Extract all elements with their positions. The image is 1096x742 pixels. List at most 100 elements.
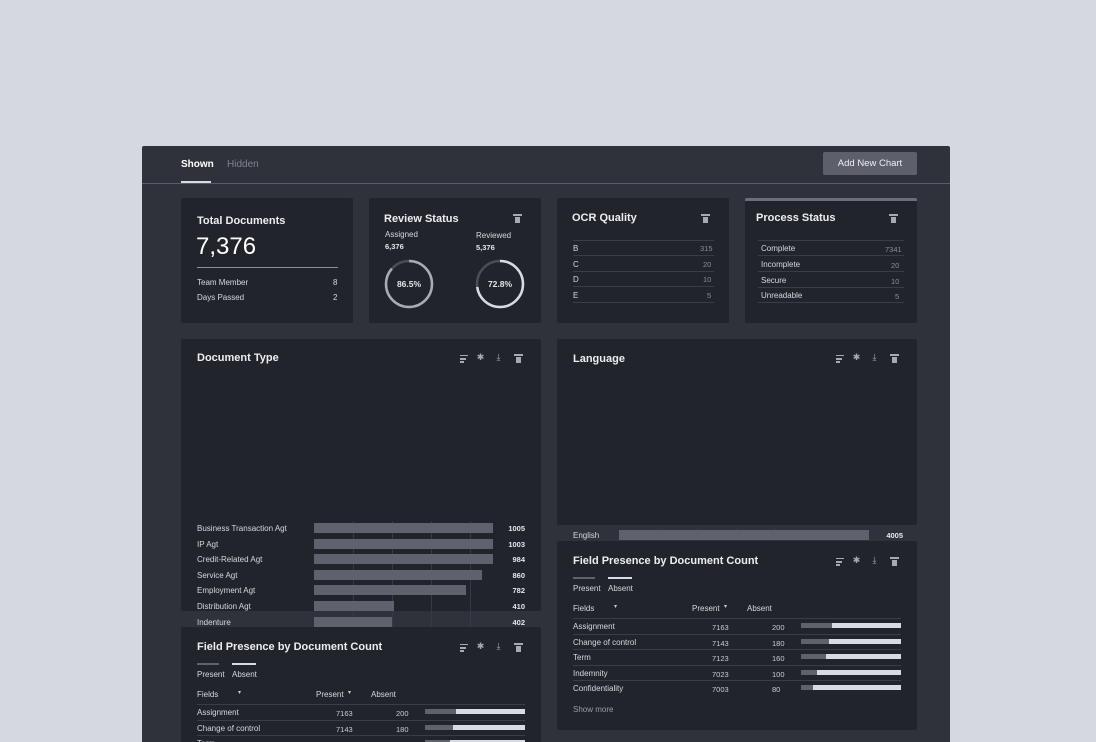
process-label-complete: Complete [761,244,796,253]
sort-icon[interactable] [460,355,468,363]
download-icon[interactable]: ⤓ [872,352,877,362]
ocr-value-e: 5 [707,291,712,300]
days-passed-value: 2 [333,293,338,302]
present-header[interactable]: Present [692,604,720,613]
show-more-link[interactable]: Show more [573,705,614,714]
trash-icon[interactable] [514,643,523,652]
trash-icon[interactable] [889,214,898,223]
category-label: Indenture [197,617,231,627]
present-value: 7123 [336,740,353,742]
ocr-value-c: 20 [703,260,712,269]
category-label: Employment Agt [197,586,256,596]
value-label: 984 [512,555,525,565]
absent-bar [829,638,901,644]
chevron-down-icon[interactable]: ▾ [348,690,352,696]
reviewed-count: 5,376 [476,243,495,252]
value-label: 1005 [508,524,525,533]
gear-icon[interactable]: ✱ [476,641,485,651]
review-status-card: Review Status Assigned 6,376 Reviewed 5,… [369,198,541,323]
gridline [392,521,393,726]
tab-hidden[interactable]: Hidden [227,159,259,170]
process-status-card: Process Status Complete 7341 Incomplete … [745,198,917,323]
fields-header[interactable]: Fields [197,690,219,699]
row-divider [197,719,525,721]
trash-icon[interactable] [701,214,710,223]
present-value: 7123 [712,654,729,664]
field-name: Assignment [573,622,615,631]
absent-value: 200 [772,623,785,632]
process-value-unreadable: 5 [895,292,900,301]
gear-icon[interactable]: ✱ [852,555,861,565]
fields-header[interactable]: Fields [573,604,595,613]
process-value-complete: 7341 [885,245,902,254]
absent-bar [817,669,901,675]
legend-present-swatch [197,663,219,665]
category-label: IP Agt [197,539,219,549]
total-documents-card: Total Documents 7,376 Team Member 8 Days… [181,198,353,323]
language-card: Language ✱ ⤓ 0200400600800English4005Fre… [557,339,917,653]
present-bar [801,685,813,691]
chevron-down-icon[interactable]: ▾ [724,604,728,610]
absent-bar [813,685,901,691]
document-type-card: Document Type ✱ ⤓ 0200400600800Business … [181,339,541,740]
absent-header[interactable]: Absent [747,604,772,613]
card-title: Field Presence by Document Count [197,641,383,653]
card-title: Language [573,353,625,365]
absent-bar [456,709,525,714]
process-label-unreadable: Unreadable [761,291,803,300]
download-icon[interactable]: ⤓ [496,641,501,651]
trash-icon[interactable] [514,354,523,363]
process-label-incomplete: Incomplete [761,260,801,269]
sort-icon[interactable] [836,355,844,363]
assigned-count: 6,376 [385,242,404,251]
ocr-quality-card: OCR Quality B 315 C 20 D 10 E 5 [557,198,729,323]
language-chart: 0200400600800English4005French2003Spanis… [557,339,917,653]
field-name: Change of control [197,723,261,733]
add-new-chart-button[interactable]: Add New Chart [823,152,917,175]
absent-value: 180 [396,724,409,734]
present-header[interactable]: Present [316,690,344,699]
legend-absent-swatch [608,577,632,579]
bar [314,523,494,533]
present-value: 7003 [712,685,729,695]
card-title: OCR Quality [572,212,637,224]
category-label: Business Transaction Agt [197,524,287,533]
absent-bar [832,623,901,628]
field-name: Confidentiality [573,684,624,694]
value-label: 782 [512,586,525,596]
trash-icon[interactable] [890,557,899,566]
card-title: Process Status [756,212,836,224]
trash-icon[interactable] [890,354,899,363]
legend-present-swatch [573,577,595,579]
days-passed-label: Days Passed [197,293,245,302]
present-value: 7023 [712,669,729,679]
row-divider [573,664,901,666]
tab-shown[interactable]: Shown [181,159,214,170]
row-divider [197,735,525,737]
chevron-down-icon[interactable]: ▾ [238,690,242,696]
value-label: 860 [512,570,525,580]
dashboard-panel: Shown Hidden Add New Chart Total Documen… [142,146,950,742]
divider [197,267,338,268]
bar [314,585,467,596]
sort-icon[interactable] [460,644,468,652]
download-icon[interactable]: ⤓ [496,352,501,362]
category-label: Credit-Related Agt [197,555,263,565]
absent-header[interactable]: Absent [371,690,396,699]
ocr-value-d: 10 [703,275,712,284]
value-label: 410 [512,602,525,611]
absent-bar [826,654,901,660]
bar [314,616,393,627]
chevron-down-icon[interactable]: ▾ [614,604,618,610]
gear-icon[interactable]: ✱ [852,352,861,362]
gear-icon[interactable]: ✱ [476,352,485,362]
reviewed-progress-ring [475,259,525,309]
total-documents-value: 7,376 [196,233,257,260]
ocr-label-c: C [573,260,579,269]
ocr-label-b: B [573,244,579,253]
sort-icon[interactable] [836,558,844,566]
gridline [470,521,471,726]
trash-icon[interactable] [513,214,522,223]
download-icon[interactable]: ⤓ [872,555,877,565]
value-label: 402 [512,617,525,627]
